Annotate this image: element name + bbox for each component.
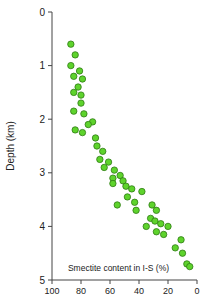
point — [149, 202, 155, 208]
point — [160, 231, 166, 237]
point — [68, 41, 74, 47]
point — [133, 207, 139, 213]
y-tick-label: 2 — [39, 114, 45, 125]
y-tick — [48, 172, 52, 173]
point — [178, 237, 184, 243]
point — [158, 221, 164, 227]
x-tick-label: 0 — [194, 286, 199, 296]
x-tick-label: 60 — [105, 286, 115, 296]
y-tick-label: 4 — [39, 221, 45, 232]
y-tick-label: 5 — [39, 275, 45, 286]
y-axis-line — [52, 12, 53, 280]
point — [114, 202, 120, 208]
y-tick — [48, 119, 52, 120]
x-tick-label: 20 — [163, 286, 173, 296]
x-tick — [197, 280, 198, 284]
point — [97, 156, 103, 162]
x-tick — [81, 280, 82, 284]
x-axis-line — [52, 280, 197, 281]
x-tick — [52, 280, 53, 284]
point — [179, 250, 185, 256]
point — [79, 76, 85, 82]
point — [131, 199, 137, 205]
y-tick-label: 3 — [39, 167, 45, 178]
point — [165, 223, 171, 229]
x-axis-label: Smectite content in I-S (%) — [68, 263, 169, 273]
point — [110, 180, 116, 186]
x-tick — [168, 280, 169, 284]
point — [72, 52, 78, 58]
point — [153, 229, 159, 235]
y-tick — [48, 12, 52, 13]
y-tick-label: 1 — [39, 60, 45, 71]
point — [105, 159, 111, 165]
point — [75, 84, 81, 90]
point — [72, 127, 78, 133]
point — [101, 164, 107, 170]
point — [71, 73, 77, 79]
point — [111, 167, 117, 173]
point — [71, 108, 77, 114]
point — [81, 111, 87, 117]
point — [124, 194, 130, 200]
point — [92, 135, 98, 141]
y-tick — [48, 226, 52, 227]
x-tick-label: 100 — [44, 286, 59, 296]
points — [68, 41, 193, 270]
point — [187, 263, 193, 269]
point — [71, 89, 77, 95]
y-tick — [48, 65, 52, 66]
point — [78, 100, 84, 106]
point — [129, 186, 135, 192]
point — [85, 121, 91, 127]
y-axis-label: Depth (km) — [5, 121, 16, 170]
x-tick-label: 80 — [76, 286, 86, 296]
x-tick-label: 40 — [134, 286, 144, 296]
point — [76, 68, 82, 74]
x-tick — [110, 280, 111, 284]
point — [79, 129, 85, 135]
chart: 0 1 2 3 4 5100 80 60 40 20 0 Smectite content in I-… — [0, 0, 212, 300]
point — [78, 92, 84, 98]
point — [68, 62, 74, 68]
point — [143, 223, 149, 229]
point — [153, 207, 159, 213]
y-tick — [48, 280, 52, 281]
y-tick-label: 0 — [39, 7, 45, 18]
point — [94, 143, 100, 149]
point — [100, 148, 106, 154]
point — [139, 188, 145, 194]
point — [172, 245, 178, 251]
x-tick — [139, 280, 140, 284]
